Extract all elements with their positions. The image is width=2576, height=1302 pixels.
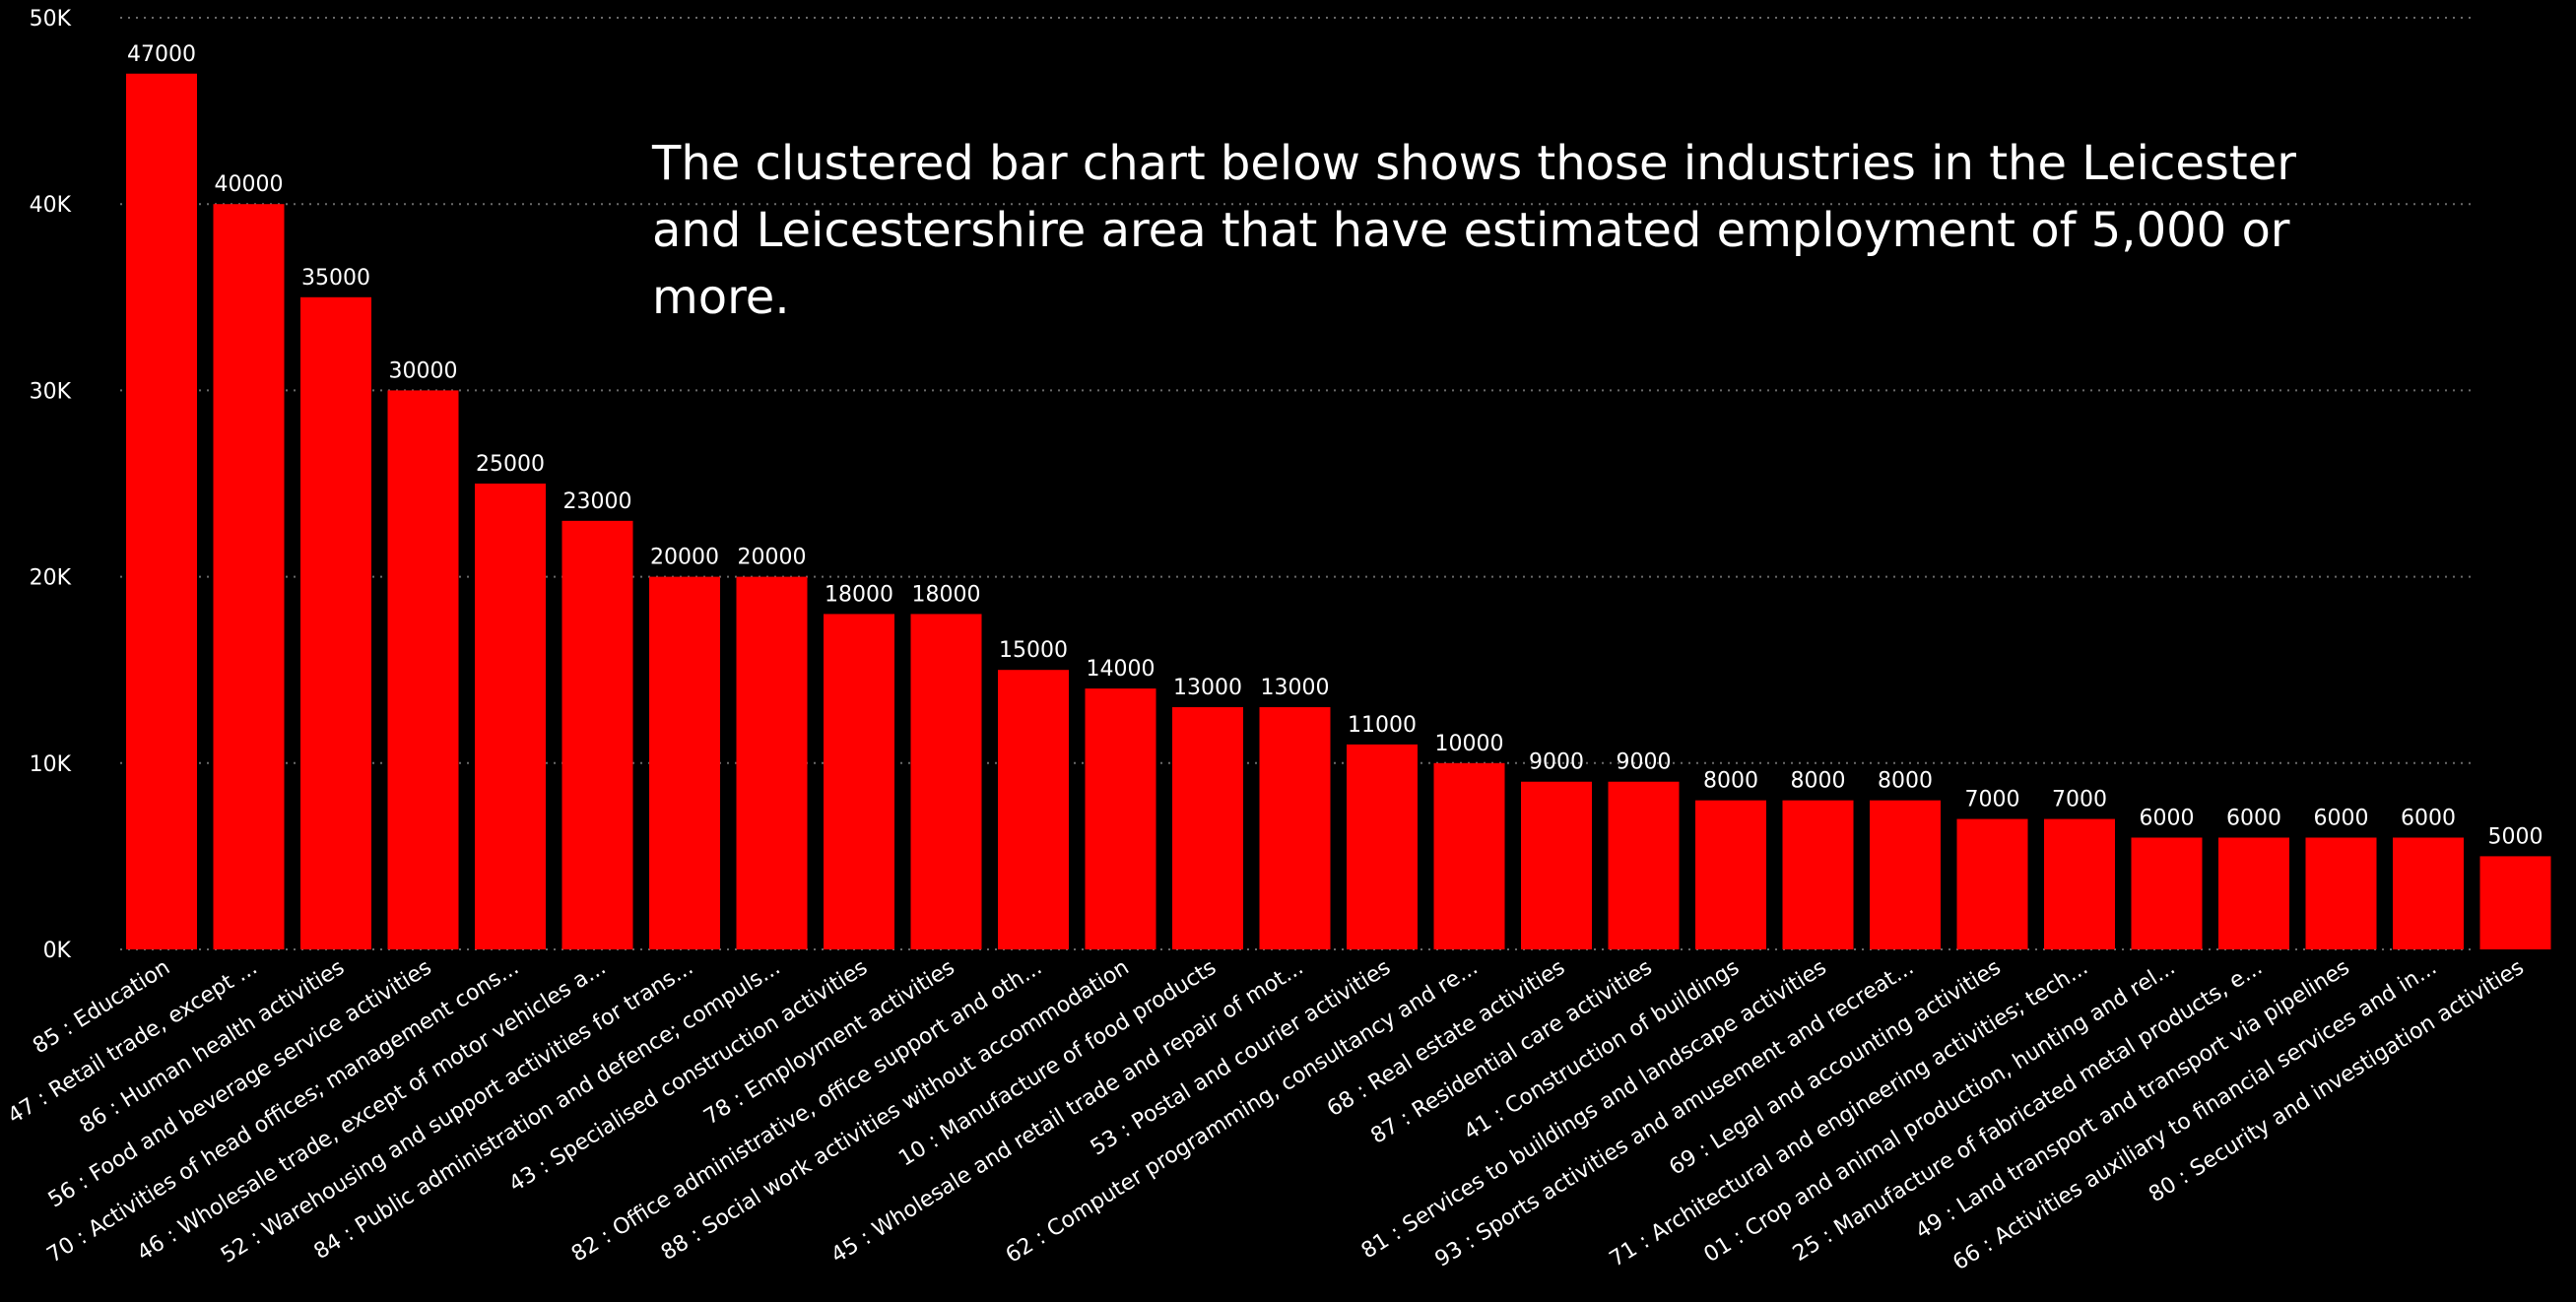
bar[interactable] <box>998 670 1069 949</box>
bar[interactable] <box>213 204 285 949</box>
bar[interactable] <box>2044 818 2115 949</box>
bar[interactable] <box>1433 762 1505 949</box>
data-label: 7000 <box>1965 788 2020 813</box>
y-tick-label: 0K <box>43 939 72 963</box>
bar[interactable] <box>300 296 371 949</box>
y-tick-label: 10K <box>30 752 72 777</box>
data-label: 6000 <box>2140 806 2195 830</box>
data-label: 18000 <box>825 582 893 607</box>
bar[interactable] <box>2393 837 2464 949</box>
bar[interactable] <box>910 614 982 949</box>
data-label: 40000 <box>215 172 284 197</box>
bars <box>126 73 2551 949</box>
data-label: 47000 <box>127 42 196 67</box>
data-label: 11000 <box>1348 713 1417 738</box>
bar[interactable] <box>126 73 197 949</box>
data-label: 20000 <box>738 546 807 570</box>
bar[interactable] <box>824 614 894 949</box>
y-axis-ticks: 0K 10K 20K 30K 40K 50K <box>30 7 72 963</box>
bar[interactable] <box>1521 781 1592 949</box>
bar[interactable] <box>1870 800 1941 949</box>
data-label: 23000 <box>563 489 632 514</box>
bar[interactable] <box>1172 707 1243 949</box>
bar[interactable] <box>475 484 546 949</box>
bar[interactable] <box>1956 818 2028 949</box>
bar[interactable] <box>1347 744 1418 949</box>
bar[interactable] <box>2218 837 2289 949</box>
data-label: 6000 <box>2401 806 2456 830</box>
data-label: 13000 <box>1261 676 1330 700</box>
data-label: 35000 <box>301 266 370 291</box>
y-tick-label: 40K <box>30 193 72 218</box>
bar[interactable] <box>561 520 633 949</box>
data-label: 30000 <box>389 358 458 383</box>
data-label: 8000 <box>1791 769 1846 794</box>
y-tick-label: 50K <box>30 7 72 32</box>
data-label: 8000 <box>1703 769 1758 794</box>
y-tick-label: 20K <box>30 566 72 591</box>
data-label: 7000 <box>2052 788 2107 813</box>
data-label: 20000 <box>650 546 719 570</box>
bar[interactable] <box>2131 837 2203 949</box>
bar[interactable] <box>1695 800 1766 949</box>
bar[interactable] <box>736 576 808 949</box>
bar[interactable] <box>649 576 720 949</box>
data-label: 6000 <box>2226 806 2281 830</box>
y-tick-label: 30K <box>30 379 72 404</box>
data-label: 14000 <box>1087 657 1156 682</box>
data-label: 9000 <box>1529 750 1584 775</box>
data-label: 6000 <box>2314 806 2369 830</box>
bar[interactable] <box>2305 837 2377 949</box>
bar[interactable] <box>387 390 459 949</box>
bar[interactable] <box>1259 707 1331 949</box>
data-label: 15000 <box>999 638 1068 663</box>
bar[interactable] <box>1782 800 1854 949</box>
data-label: 10000 <box>1435 732 1504 756</box>
data-labels: 47000 40000 35000 30000 25000 23000 20000 20000… <box>127 42 2543 850</box>
bar[interactable] <box>1608 781 1680 949</box>
x-tick-label: 10 : Manufacture of food products <box>894 955 1221 1172</box>
data-label: 25000 <box>476 452 545 477</box>
data-label: 18000 <box>912 582 981 607</box>
chart-annotation: The clustered bar chart below shows thos… <box>652 136 2297 325</box>
data-label: 8000 <box>1878 769 1933 794</box>
data-label: 13000 <box>1173 676 1242 700</box>
data-label: 9000 <box>1617 750 1672 775</box>
bar[interactable] <box>2479 856 2551 949</box>
data-label: 5000 <box>2488 824 2543 849</box>
bar[interactable] <box>1085 688 1156 949</box>
